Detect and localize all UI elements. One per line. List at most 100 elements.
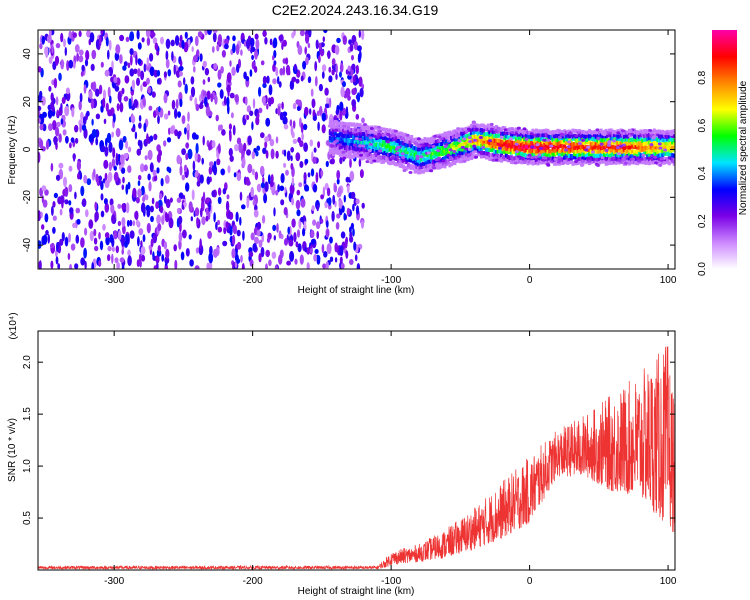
ridge-cell	[481, 123, 485, 128]
ridge-cell	[639, 148, 643, 153]
ridge-cell	[509, 132, 513, 137]
noise-cell	[42, 199, 48, 208]
ridge-cell	[338, 139, 342, 144]
ridge-cell	[367, 153, 370, 158]
ridge-cell	[383, 136, 387, 141]
colorbar-tick-label: 0.0	[697, 262, 708, 276]
ridge-cell	[338, 132, 342, 137]
noise-cell	[245, 180, 251, 186]
ridge-cell	[544, 143, 548, 148]
x-tick-label: -200	[243, 576, 263, 587]
noise-cell	[283, 149, 287, 157]
y-tick-label: 0	[22, 146, 33, 152]
halo-cell	[599, 142, 604, 146]
ridge-cell	[672, 138, 675, 143]
noise-cell	[293, 232, 297, 243]
ridge-cell	[388, 155, 392, 160]
ridge-cell	[611, 152, 615, 157]
ridge-cell	[483, 139, 487, 144]
halo-cell	[508, 137, 513, 141]
noise-cell	[213, 212, 216, 223]
noise-cell	[136, 77, 140, 87]
ridge-cell	[593, 145, 596, 150]
ridge-cell	[614, 137, 618, 141]
halo-cell	[621, 129, 625, 133]
ridge-cell	[430, 158, 434, 163]
noise-cell	[107, 245, 112, 252]
noise-cell	[137, 188, 142, 198]
noise-cell	[211, 140, 216, 149]
noise-cell	[151, 197, 155, 205]
noise-cell	[100, 30, 104, 36]
ridge-cell	[569, 142, 573, 147]
noise-cell	[86, 178, 92, 186]
halo-cell	[426, 151, 431, 155]
ridge-cell	[481, 154, 485, 159]
ridge-cell	[372, 148, 375, 153]
ridge-cell	[413, 137, 417, 142]
halo-cell	[546, 138, 551, 142]
noise-cell	[351, 88, 357, 96]
noise-cell	[78, 119, 84, 127]
ridge-cell	[601, 138, 605, 143]
halo-cell	[624, 155, 629, 159]
halo-cell	[395, 151, 400, 155]
noise-cell	[157, 115, 160, 125]
ridge-cell	[428, 154, 432, 159]
noise-cell	[264, 141, 268, 149]
noise-cell	[123, 96, 129, 102]
ridge-cell	[421, 161, 425, 166]
halo-cell	[631, 157, 636, 161]
noise-cell	[74, 137, 79, 144]
ridge-cell	[491, 136, 495, 141]
ridge-cell	[646, 146, 650, 150]
ridge-cell	[666, 142, 670, 147]
halo-cell	[604, 149, 609, 152]
ridge-cell	[332, 148, 336, 153]
noise-cell	[187, 148, 193, 160]
ridge-cell	[513, 159, 517, 164]
ridge-cell	[358, 128, 362, 133]
ridge-cell	[591, 146, 595, 151]
ridge-cell	[568, 160, 572, 164]
noise-cell	[245, 96, 248, 106]
halo-cell	[447, 139, 451, 143]
noise-cell	[150, 238, 154, 248]
halo-cell	[472, 138, 477, 142]
ridge-cell	[392, 148, 395, 153]
noise-cell	[263, 193, 268, 204]
noise-cell	[113, 76, 118, 84]
ridge-cell	[340, 148, 344, 153]
noise-cell	[183, 164, 188, 173]
ridge-cell	[579, 130, 583, 135]
noise-cell	[332, 194, 336, 205]
noise-cell	[334, 200, 337, 208]
ridge-cell	[416, 170, 420, 175]
ridge-cell	[596, 141, 600, 146]
ridge-cell	[518, 151, 522, 155]
noise-cell	[141, 37, 145, 43]
noise-cell	[150, 215, 154, 223]
ridge-cell	[621, 153, 625, 158]
ridge-cell	[476, 141, 480, 146]
halo-cell	[474, 155, 478, 159]
ridge-cell	[524, 141, 528, 146]
ridge-cell	[524, 153, 528, 158]
ridge-cell	[342, 133, 346, 138]
ridge-cell	[415, 141, 419, 146]
noise-cell	[316, 231, 320, 239]
halo-cell	[491, 158, 496, 162]
noise-cell	[122, 176, 125, 184]
noise-cell	[329, 256, 334, 262]
noise-cell	[300, 122, 304, 134]
ridge-cell	[363, 125, 367, 130]
ridge-cell	[415, 169, 419, 173]
ridge-cell	[588, 128, 591, 133]
noise-cell	[329, 159, 335, 165]
ridge-cell	[337, 121, 341, 126]
ridge-cell	[528, 159, 532, 164]
ridge-cell	[390, 142, 394, 146]
halo-cell	[619, 144, 624, 148]
noise-cell	[55, 126, 60, 137]
ridge-cell	[475, 147, 478, 152]
